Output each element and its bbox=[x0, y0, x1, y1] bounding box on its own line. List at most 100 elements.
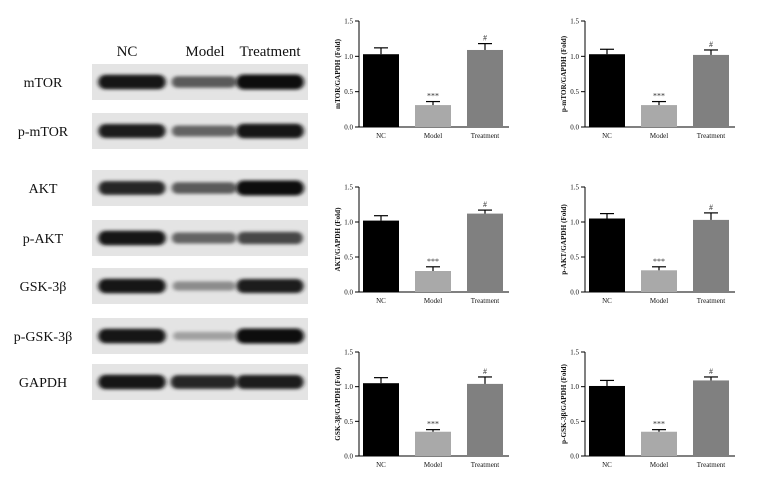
blot-band bbox=[98, 123, 166, 139]
bar-chart: 0.0 0.5 1.0 1.5 mTOR/GAPDH (Fold) NC *** Model #… bbox=[334, 18, 509, 140]
significance-marker: # bbox=[483, 200, 487, 209]
significance-marker: *** bbox=[427, 420, 439, 429]
category-label: NC bbox=[376, 461, 386, 469]
y-tick-label: 0.5 bbox=[570, 418, 579, 426]
protein-label: p-GSK-3β bbox=[14, 330, 72, 345]
significance-marker: *** bbox=[427, 257, 439, 266]
category-label: Model bbox=[424, 132, 442, 140]
significance-marker: *** bbox=[427, 92, 439, 101]
y-tick-label: 0.0 bbox=[570, 289, 579, 297]
bar bbox=[363, 220, 399, 292]
bar bbox=[589, 54, 625, 127]
y-axis-label: p-mTOR/GAPDH (Fold) bbox=[560, 35, 568, 112]
bar-charts-panel: 0.0 0.5 1.0 1.5 mTOR/GAPDH (Fold) NC *** Model #… bbox=[334, 18, 735, 469]
y-tick-label: 0.5 bbox=[344, 254, 353, 262]
bar bbox=[693, 219, 729, 292]
y-tick-label: 1.5 bbox=[344, 349, 353, 357]
bar-chart: 0.0 0.5 1.0 1.5p-GSK-3β/GAPDH (Fold) NC *** Mo… bbox=[560, 349, 735, 469]
bar bbox=[641, 270, 677, 292]
y-axis-label: mTOR/GAPDH (Fold) bbox=[334, 38, 342, 109]
y-tick-label: 1.0 bbox=[344, 53, 353, 61]
bar bbox=[415, 105, 451, 127]
bar-chart: 0.0 0.5 1.0 1.5 p-AKT/GAPDH (Fold) NC *** Model… bbox=[560, 184, 735, 305]
y-tick-label: 1.5 bbox=[570, 18, 579, 26]
blot-band bbox=[171, 232, 237, 244]
bar-chart: 0.0 0.5 1.0 1.5 GSK-3β/GAPDH (Fold) NC *** Mode… bbox=[334, 349, 509, 469]
blot-band bbox=[236, 74, 304, 90]
y-tick-label: 1.0 bbox=[570, 383, 579, 391]
category-label: NC bbox=[602, 297, 612, 305]
category-label: Model bbox=[650, 461, 668, 469]
blot-band bbox=[173, 331, 235, 341]
y-tick-label: 1.0 bbox=[344, 219, 353, 227]
category-label: Model bbox=[424, 297, 442, 305]
bar-chart: 0.0 0.5 1.0 1.5 p-mTOR/GAPDH (Fold) NC *** Mode… bbox=[560, 18, 735, 140]
category-label: Model bbox=[424, 461, 442, 469]
y-tick-label: 0.5 bbox=[570, 254, 579, 262]
y-tick-label: 1.5 bbox=[570, 184, 579, 192]
blot-band bbox=[236, 374, 304, 390]
bar bbox=[363, 54, 399, 127]
blot-band bbox=[236, 123, 304, 139]
blot-band bbox=[170, 375, 238, 389]
blot-band bbox=[237, 231, 303, 245]
significance-marker: # bbox=[709, 367, 713, 376]
bar bbox=[467, 383, 503, 456]
y-axis-label: AKT/GAPDH (Fold) bbox=[334, 207, 342, 272]
bar bbox=[641, 105, 677, 127]
blot-band bbox=[98, 374, 166, 390]
category-label: NC bbox=[376, 297, 386, 305]
y-tick-label: 1.0 bbox=[570, 53, 579, 61]
category-label: NC bbox=[602, 132, 612, 140]
category-label: NC bbox=[376, 132, 386, 140]
lane-label: Treatment bbox=[239, 44, 301, 60]
bar bbox=[415, 271, 451, 292]
y-tick-label: 1.5 bbox=[570, 349, 579, 357]
protein-label: p-mTOR bbox=[18, 125, 69, 140]
y-tick-label: 0.5 bbox=[570, 88, 579, 96]
category-label: Model bbox=[650, 132, 668, 140]
category-label: Treatment bbox=[697, 132, 726, 140]
significance-marker: *** bbox=[653, 420, 665, 429]
bar bbox=[589, 385, 625, 456]
significance-marker: *** bbox=[653, 257, 665, 266]
significance-marker: # bbox=[483, 367, 487, 376]
protein-label: GSK-3β bbox=[20, 280, 67, 295]
y-tick-label: 1.5 bbox=[344, 18, 353, 26]
y-tick-label: 0.0 bbox=[344, 289, 353, 297]
protein-label: mTOR bbox=[24, 76, 63, 91]
y-tick-label: 1.0 bbox=[570, 219, 579, 227]
bar bbox=[693, 380, 729, 456]
protein-label: GAPDH bbox=[19, 376, 67, 391]
blot-band bbox=[98, 181, 166, 195]
blot-band bbox=[98, 74, 166, 90]
y-tick-label: 0.0 bbox=[570, 124, 579, 132]
bar bbox=[641, 431, 677, 456]
category-label: NC bbox=[602, 461, 612, 469]
bar bbox=[467, 213, 503, 292]
blot-band bbox=[236, 180, 304, 196]
blot-band bbox=[98, 230, 166, 246]
bar bbox=[467, 49, 503, 128]
y-tick-label: 0.0 bbox=[344, 453, 353, 461]
protein-label: AKT bbox=[29, 182, 58, 197]
y-axis-label: p-GSK-3β/GAPDH (Fold) bbox=[560, 363, 568, 443]
protein-label: p-AKT bbox=[23, 232, 64, 247]
category-label: Treatment bbox=[471, 297, 500, 305]
bar bbox=[589, 218, 625, 292]
blot-band bbox=[236, 278, 304, 294]
blot-band bbox=[171, 125, 237, 137]
blot-band bbox=[236, 328, 304, 344]
category-label: Treatment bbox=[697, 461, 726, 469]
y-tick-label: 0.0 bbox=[344, 124, 353, 132]
category-label: Treatment bbox=[471, 461, 500, 469]
blot-band bbox=[98, 278, 166, 294]
bar bbox=[693, 54, 729, 127]
bar bbox=[415, 431, 451, 456]
blot-band bbox=[172, 281, 236, 291]
significance-marker: # bbox=[709, 203, 713, 212]
category-label: Treatment bbox=[471, 132, 500, 140]
y-tick-label: 0.0 bbox=[570, 453, 579, 461]
blot-band bbox=[171, 182, 237, 194]
